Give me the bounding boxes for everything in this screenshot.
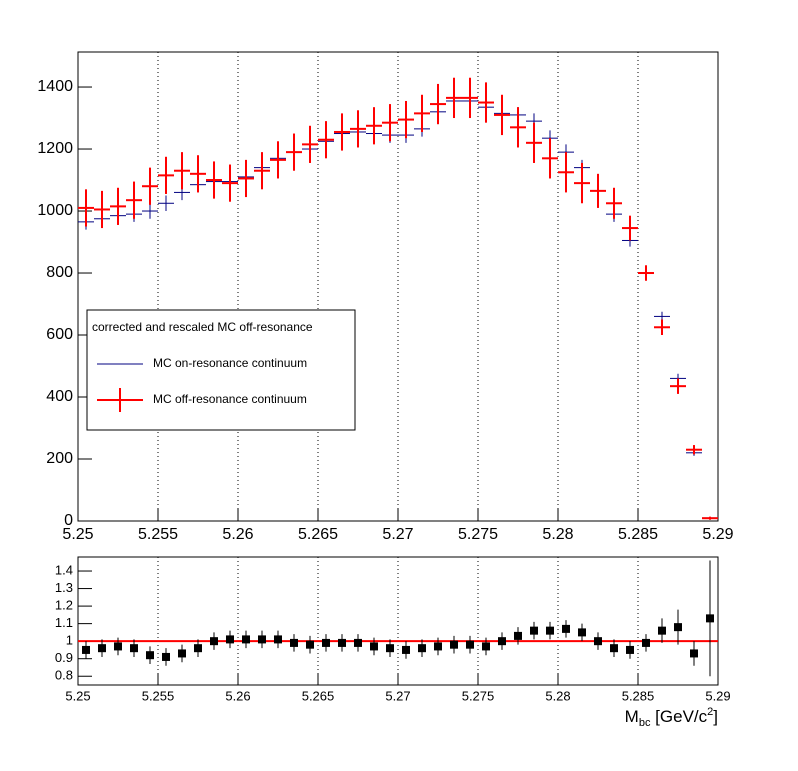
x-tick-label: 5.285 — [618, 526, 658, 543]
ratio-point — [690, 649, 698, 658]
ratio-point — [706, 614, 714, 623]
y-tick-label: 1.1 — [55, 615, 73, 630]
ratio-point — [354, 638, 362, 647]
ratio-point — [210, 637, 218, 646]
ratio-point — [98, 644, 106, 653]
x-axis-label-part: bc — [639, 717, 651, 729]
ratio-point — [258, 635, 266, 644]
ratio-point — [562, 624, 570, 633]
ratio-point — [338, 638, 346, 647]
y-tick-label: 0.9 — [55, 650, 73, 665]
x-tick-label: 5.265 — [302, 688, 335, 703]
x-tick-label: 5.27 — [382, 526, 413, 543]
ratio-point — [306, 640, 314, 649]
y-tick-label: 400 — [46, 388, 73, 405]
x-tick-label: 5.275 — [462, 688, 495, 703]
x-tick-label: 5.26 — [222, 526, 253, 543]
ratio-point — [370, 642, 378, 651]
ratio-point — [594, 637, 602, 646]
x-tick-label: 5.255 — [138, 526, 178, 543]
x-tick-label: 5.29 — [705, 688, 730, 703]
y-tick-label: 1200 — [37, 140, 73, 157]
x-axis-label-part: 2 — [707, 706, 713, 718]
y-tick-label: 0.8 — [55, 668, 73, 683]
ratio-point — [194, 644, 202, 653]
ratio-point — [114, 642, 122, 651]
ratio-point — [546, 626, 554, 635]
ratio-point — [450, 640, 458, 649]
ratio-point — [642, 638, 650, 647]
x-axis-label-part: M — [625, 707, 639, 726]
y-tick-label: 1 — [66, 633, 73, 648]
legend-box — [86, 309, 356, 431]
x-tick-label: 5.27 — [385, 688, 410, 703]
ratio-point — [466, 640, 474, 649]
x-tick-label: 5.28 — [542, 526, 573, 543]
x-tick-label: 5.26 — [225, 688, 250, 703]
ratio-point — [82, 645, 90, 654]
x-axis-label: Mbc [GeV/c2] — [625, 706, 718, 729]
y-tick-label: 1000 — [37, 202, 73, 219]
y-tick-label: 0 — [64, 512, 73, 529]
x-tick-label: 5.255 — [142, 688, 175, 703]
x-tick-label: 5.25 — [65, 688, 90, 703]
ratio-point — [386, 644, 394, 653]
ratio-point — [498, 637, 506, 646]
ratio-point — [610, 644, 618, 653]
x-tick-label: 5.275 — [458, 526, 498, 543]
y-tick-label: 1.3 — [55, 580, 73, 595]
y-tick-label: 1400 — [37, 78, 73, 95]
legend-label: MC on-resonance continuum — [153, 356, 307, 370]
y-tick-label: 800 — [46, 264, 73, 281]
x-axis-label-part: ] — [713, 707, 718, 726]
ratio-point — [482, 642, 490, 651]
ratio-point — [226, 635, 234, 644]
ratio-point — [418, 644, 426, 653]
ratio-point — [274, 635, 282, 644]
y-tick-label: 200 — [46, 450, 73, 467]
y-tick-label: 1.4 — [55, 562, 73, 577]
ratio-point — [402, 645, 410, 654]
x-tick-label: 5.285 — [622, 688, 655, 703]
x-axis-label-part: [GeV/c — [650, 707, 707, 726]
y-tick-label: 1.2 — [55, 598, 73, 613]
legend-label: MC off-resonance continuum — [153, 392, 307, 406]
legend-title: corrected and rescaled MC off-resonance — [92, 320, 313, 334]
ratio-point — [146, 651, 154, 660]
ratio-point — [578, 628, 586, 637]
ratio-point — [530, 626, 538, 635]
ratio-point — [242, 635, 250, 644]
ratio-point — [162, 652, 170, 661]
ratio-point — [514, 631, 522, 640]
y-tick-label: 600 — [46, 326, 73, 343]
ratio-point — [626, 645, 634, 654]
ratio-point — [130, 644, 138, 653]
x-tick-label: 5.265 — [298, 526, 338, 543]
ratio-point — [674, 623, 682, 632]
ratio-point — [178, 649, 186, 658]
ratio-point — [658, 626, 666, 635]
ratio-point — [290, 638, 298, 647]
ratio-point — [434, 642, 442, 651]
x-tick-label: 5.29 — [702, 526, 733, 543]
ratio-point — [322, 638, 330, 647]
x-tick-label: 5.25 — [62, 526, 93, 543]
x-tick-label: 5.28 — [545, 688, 570, 703]
